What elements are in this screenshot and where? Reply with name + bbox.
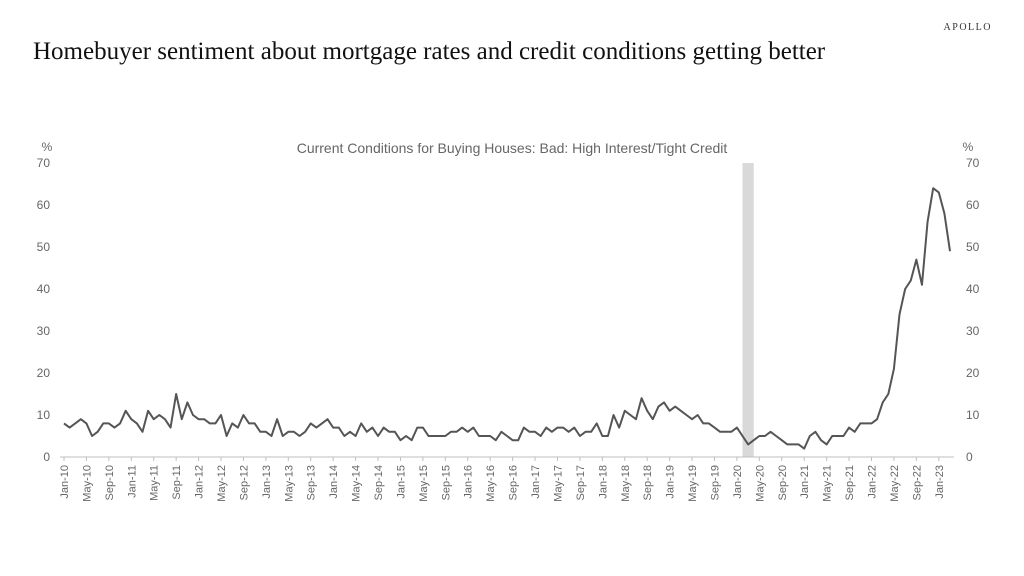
x-tick-label: Jan-23: [934, 465, 946, 499]
x-tick-label: May-12: [216, 465, 228, 502]
y-tick-label-right: 40: [966, 282, 980, 296]
x-tick-label: May-18: [620, 465, 632, 502]
y-tick-label-left: 30: [37, 324, 51, 338]
x-tick-label: Sep-22: [911, 465, 923, 500]
x-tick-label: May-11: [149, 465, 161, 501]
y-tick-label-left: 20: [37, 366, 51, 380]
x-tick-label: Sep-17: [575, 465, 587, 500]
x-tick-label: May-19: [687, 465, 699, 502]
x-tick-label: Jan-17: [530, 465, 542, 499]
y-tick-label-right: 60: [966, 198, 980, 212]
x-tick-label: Sep-10: [104, 465, 116, 500]
y-tick-label-left: 10: [37, 408, 51, 422]
y-tick-label-left: 0: [43, 450, 50, 464]
x-tick-label: May-20: [754, 465, 766, 502]
x-tick-label: Jan-22: [866, 465, 878, 499]
x-tick-label: Jan-10: [59, 465, 71, 499]
x-tick-label: Sep-14: [373, 465, 385, 500]
x-axis: Jan-10 May-10 Sep-10 Jan-11 May-11 Sep-11 Jan-…: [59, 457, 946, 502]
x-tick-label: May-22: [889, 465, 901, 502]
x-tick-label: May-13: [283, 465, 295, 502]
x-tick-label: May-21: [822, 465, 834, 502]
series-line: [63, 187, 951, 450]
x-tick-label: Sep-12: [238, 465, 250, 500]
x-tick-label: Jan-15: [395, 465, 407, 499]
x-tick-label: Sep-15: [440, 465, 452, 500]
x-tick-label: Sep-20: [777, 465, 789, 500]
y-tick-label-right: 0: [966, 450, 973, 464]
x-tick-label: May-10: [81, 465, 93, 502]
y-axis-unit-right: %: [963, 140, 974, 154]
x-tick-label: Jan-13: [261, 465, 273, 499]
y-tick-label-right: 50: [966, 240, 980, 254]
x-tick-label: Jan-20: [732, 465, 744, 499]
x-tick-label: Jan-11: [126, 465, 138, 498]
chart-title: Current Conditions for Buying Houses: Ba…: [297, 140, 728, 156]
page-title: Homebuyer sentiment about mortgage rates…: [33, 38, 826, 65]
x-tick-label: Jan-19: [665, 465, 677, 499]
brand-logo: APOLLO: [943, 22, 992, 33]
x-tick-label: May-16: [485, 465, 497, 502]
x-tick-label: Sep-21: [844, 465, 856, 500]
x-tick-label: May-15: [418, 465, 430, 502]
x-tick-label: Jan-21: [799, 465, 811, 499]
x-tick-label: Jan-14: [328, 465, 340, 499]
x-tick-label: May-17: [552, 465, 564, 502]
y-tick-label-right: 30: [966, 324, 980, 338]
y-tick-label-right: 20: [966, 366, 980, 380]
y-axis-unit-left: %: [42, 140, 53, 154]
x-tick-label: Sep-11: [171, 465, 183, 500]
y-tick-label-left: 40: [37, 282, 51, 296]
y-tick-label-right: 70: [966, 156, 980, 170]
x-tick-label: Jan-18: [597, 465, 609, 499]
y-tick-label-right: 10: [966, 408, 980, 422]
y-tick-label-left: 50: [37, 240, 51, 254]
recession-shade: [742, 163, 754, 457]
x-tick-label: Sep-18: [642, 465, 654, 500]
y-axis-left: 0 10 20 30 40 50 60 70: [37, 156, 51, 464]
y-tick-label-left: 70: [37, 156, 51, 170]
x-tick-label: Jan-16: [463, 465, 475, 499]
x-tick-label: Sep-16: [508, 465, 520, 500]
x-tick-label: Sep-19: [709, 465, 721, 500]
x-tick-label: Sep-13: [306, 465, 318, 500]
x-tick-label: Jan-12: [194, 465, 206, 499]
y-tick-label-left: 60: [37, 198, 51, 212]
x-tick-label: May-14: [351, 465, 363, 502]
y-axis-right: 0 10 20 30 40 50 60 70: [966, 156, 980, 464]
